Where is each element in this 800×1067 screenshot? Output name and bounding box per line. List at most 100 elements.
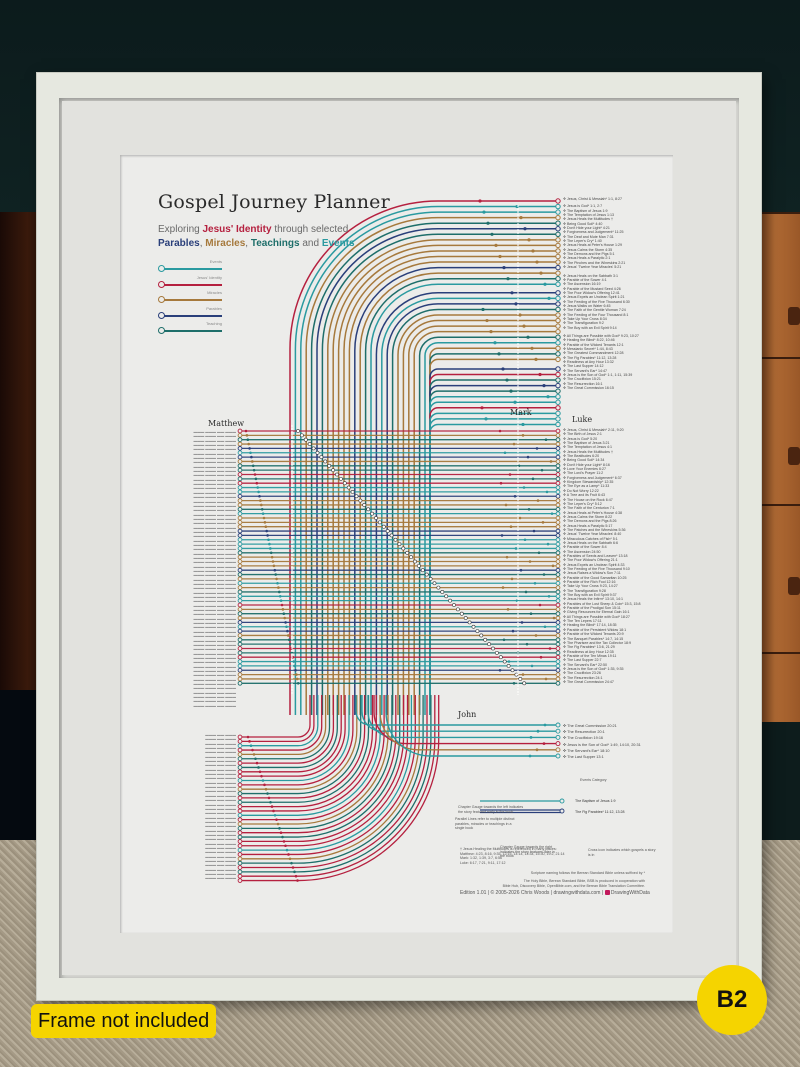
story-label: ✣ The Birth of Jesus 2:1	[563, 432, 602, 437]
key-note-parallel: Parallel Lines refer to multiple distinc…	[455, 817, 515, 831]
story-label: ▬▬▬ ▬▬▬ ▬▬ ▬▬▬	[193, 629, 236, 634]
story-label: ✣ The Pinches and the Wineskins 2:21	[563, 260, 626, 265]
story-label: ▬▬▬ ▬▬ ▬▬▬	[205, 858, 236, 863]
story-label: ▬▬▬ ▬▬ ▬▬▬	[205, 819, 236, 824]
story-label: ✣ The Crucifixion 23:26	[563, 671, 601, 676]
story-label: ✣ The Resurrection 16:1	[563, 381, 603, 386]
story-label: ✣ Messianic Secret* 1:44, 8:43	[563, 347, 613, 351]
story-label: ▬▬▬ ▬▬▬ ▬▬ ▬▬▬	[193, 464, 236, 469]
route-line	[429, 418, 558, 715]
story-label: ✣ The Great Commission 24:47	[563, 679, 614, 684]
story-label: ✣ The Faith of the Gentile Woman 7:24	[563, 308, 626, 313]
story-label: ✣ Jesus Walks on Water 6:45	[563, 303, 611, 308]
story-label: ✣ The Great Commission 20:21	[563, 724, 617, 728]
story-label: ✣ The Temptation of Jesus 4:1	[563, 445, 613, 450]
story-label: ✣ The Transfiguration 9:28	[563, 588, 606, 593]
story-label: ▬▬▬ ▬▬▬ ▬▬ ▬▬▬	[193, 443, 236, 448]
story-label: ▬▬▬ ▬▬▬ ▬▬ ▬▬▬	[193, 516, 236, 521]
footnote-mark: Mark: 1:32, 1:39, 3:7, 6:56	[460, 856, 502, 861]
story-label: ▬▬▬ ▬▬ ▬▬▬	[205, 798, 236, 803]
story-label: ✣ Jesus Raises a Widow's Son 7:11	[563, 571, 621, 576]
route-line	[327, 239, 558, 715]
bible-credit-line: Bible Hub, Discovery Bible, OpenBible.co…	[502, 883, 645, 888]
story-label: ▬▬▬ ▬▬▬ ▬▬ ▬▬▬	[193, 456, 236, 461]
legend-item-parables: Parables	[158, 306, 222, 322]
route-line	[429, 423, 558, 715]
story-label: ▬▬▬ ▬▬▬ ▬▬ ▬▬▬	[193, 460, 236, 465]
route-line	[429, 368, 558, 715]
story-label: ✣ Readiness at Any Hour 12:35	[563, 649, 614, 654]
mat-board: Gospel Journey Planner Exploring Jesus' …	[62, 101, 736, 975]
story-label: ✣ Jesus, Christ & Messiah* 1:1, 8:27	[563, 197, 622, 201]
story-label: ▬▬▬ ▬▬ ▬▬▬	[205, 750, 236, 755]
story-label: ✣ The Boy with an Evil Spirit 9:37	[563, 593, 617, 598]
story-label: ✣ The Fig Parables* 11:12, 13:28	[563, 355, 617, 360]
size-badge: B2	[697, 965, 767, 1035]
story-label: ▬▬▬ ▬▬▬ ▬▬ ▬▬▬	[193, 647, 236, 652]
story-label: ✣ The Patches and the Wineskins 5:36	[563, 527, 626, 532]
route-line	[391, 308, 558, 715]
story-label: ▬▬▬ ▬▬ ▬▬▬	[205, 759, 236, 764]
story-label: ✣ The Faith of the Centurion 7:1	[563, 506, 615, 511]
story-label: ▬▬▬ ▬▬ ▬▬▬	[205, 841, 236, 846]
story-label: ▬▬▬ ▬▬▬ ▬▬ ▬▬▬	[193, 469, 236, 474]
story-label: ▬▬▬ ▬▬▬ ▬▬ ▬▬▬	[193, 538, 236, 543]
story-label: ✣ Don't Hide your Light* 8:16	[563, 462, 610, 467]
story-label: ✣ The Poor Widow's Offering 21:1	[563, 558, 618, 563]
story-label: ▬▬▬ ▬▬▬ ▬▬ ▬▬▬	[193, 599, 236, 604]
story-label: ▬▬▬ ▬▬▬ ▬▬ ▬▬▬	[193, 638, 236, 643]
brand-handle[interactable]: DrawingWithData	[610, 890, 650, 896]
story-label: ✣ The Last Supper 22:7	[563, 658, 602, 663]
story-label: ✣ Being Good Soil* 14:34	[563, 458, 605, 463]
story-label: ▬▬▬ ▬▬▬ ▬▬ ▬▬▬	[193, 512, 236, 517]
story-label: ▬▬▬ ▬▬▬ ▬▬ ▬▬▬	[193, 582, 236, 587]
story-label: ✣ The House on the Rock 6:47	[563, 497, 613, 502]
story-label: ▬▬▬ ▬▬▬ ▬▬ ▬▬▬	[193, 508, 236, 513]
story-label: ✣ Jesus Heals the Infirm* 13:10, 14:1	[563, 597, 623, 602]
story-label: ✣ The Transfiguration 9:2	[563, 321, 604, 326]
subtitle-identity: Jesus' Identity	[202, 224, 272, 235]
route-line	[418, 336, 558, 715]
story-label: ▬▬▬ ▬▬ ▬▬▬	[205, 754, 236, 759]
story-label: ✣ Jesus, Christ & Messiah* 2:11, 9:20	[563, 428, 624, 432]
story-label: ▬▬▬ ▬▬▬ ▬▬ ▬▬▬	[193, 560, 236, 565]
frame-inner-bevel: Gospel Journey Planner Exploring Jesus' …	[59, 98, 739, 978]
subtitle-text: through selected	[271, 224, 349, 235]
story-label: ▬▬▬ ▬▬ ▬▬▬	[205, 811, 236, 816]
story-label: ✣ Jesus' 'Twelve Year Miracles' 8:40	[563, 532, 622, 537]
story-label: ✣ The Poor Widow's Offering 12:41	[563, 290, 620, 295]
story-label: ✣ The Eye as a Lamp* 11:33	[563, 484, 610, 489]
edition-text: Edition 1.01 | © 2005-2026 Chris Woods |…	[460, 890, 604, 896]
route-line	[364, 277, 558, 715]
book-label-mark: Mark	[510, 408, 532, 417]
story-label: ✣ The Ten Lepers 17:11	[563, 619, 602, 624]
story-label: ▬▬▬ ▬▬▬ ▬▬ ▬▬▬	[193, 608, 236, 613]
legend-item-identity: Jesus' Identity	[158, 275, 222, 291]
story-label: ▬▬▬ ▬▬▬ ▬▬ ▬▬▬	[193, 655, 236, 660]
story-label: ✣ Kingdom Stewardship* 12:35	[563, 480, 614, 485]
story-label: ▬▬▬ ▬▬▬ ▬▬ ▬▬▬	[193, 547, 236, 552]
legend-line	[162, 314, 222, 317]
story-label: ✣ The Baptism of Jesus 3:21	[563, 441, 610, 446]
story-label: ▬▬▬ ▬▬ ▬▬▬	[205, 741, 236, 746]
story-label: ▬▬▬ ▬▬▬ ▬▬ ▬▬▬	[193, 612, 236, 617]
story-label: ▬▬▬ ▬▬▬ ▬▬ ▬▬▬	[193, 482, 236, 487]
legend-station-icon	[158, 296, 165, 303]
story-label: ✣ Jesus is the Son of God* 1:35, 9:35	[563, 666, 624, 671]
story-label: ▬▬▬ ▬▬ ▬▬▬	[205, 824, 236, 829]
story-label: ▬▬▬ ▬▬▬ ▬▬ ▬▬▬	[193, 651, 236, 656]
poster: Gospel Journey Planner Exploring Jesus' …	[120, 155, 673, 933]
story-label: ▬▬▬ ▬▬▬ ▬▬ ▬▬▬	[193, 694, 236, 699]
story-label: ✣ The Great Commission 16:15	[563, 386, 614, 391]
key-example-baptism: The Baptism of Jesus 1:9	[575, 799, 616, 803]
story-label: ▬▬▬ ▬▬▬ ▬▬ ▬▬▬	[193, 477, 236, 482]
story-label: ✣ Take Up Your Cross 8:34	[563, 316, 607, 321]
scripture-note: Scripture naming follows the Berean Stan…	[530, 871, 645, 875]
route-line	[429, 390, 558, 715]
footnote-title: † Jesus Healing the Multitudes is refere…	[460, 847, 557, 851]
story-label: ▬▬▬ ▬▬ ▬▬▬	[205, 867, 236, 872]
story-label: ✣ The Servant's Ear* 14:47	[563, 368, 607, 373]
legend-label: Parables	[206, 305, 222, 311]
story-label: ✣ Parable of the Wicked Tenants 12:1	[563, 342, 624, 347]
story-label: ✣ All Things are Possible with God* 9:23…	[563, 333, 639, 338]
